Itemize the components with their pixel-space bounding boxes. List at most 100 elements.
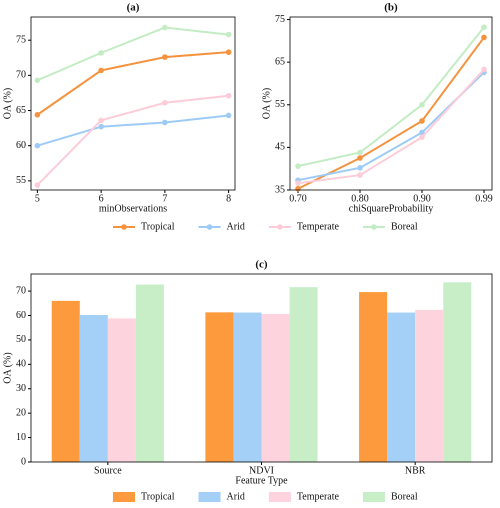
point	[162, 24, 168, 31]
point	[357, 172, 363, 178]
x-tick-label: 0.80	[351, 193, 369, 204]
y-tick-label: 55	[275, 99, 285, 110]
point	[98, 123, 104, 130]
series-line	[36, 26, 229, 82]
x-axis-label: chiSquareProbability	[349, 203, 433, 214]
point	[162, 119, 168, 126]
point	[34, 142, 41, 149]
point	[98, 50, 104, 56]
y-tick-label: 40	[16, 359, 26, 370]
y-axis-label: OA (%)	[261, 88, 272, 119]
y-tick-label: 75	[16, 35, 26, 46]
point	[357, 165, 363, 171]
y-tick-label: 20	[16, 407, 26, 418]
series-line	[297, 68, 485, 185]
y-tick-label: 45	[275, 142, 285, 153]
y-tick-label: 65	[275, 56, 285, 67]
x-tick-label: 7	[162, 193, 167, 204]
point	[481, 34, 487, 41]
legend-swatch	[362, 492, 385, 502]
legend-marker	[371, 224, 377, 230]
bar	[443, 282, 472, 462]
bar	[79, 315, 108, 462]
y-tick-label: 50	[16, 334, 26, 345]
point	[225, 112, 232, 119]
point	[162, 99, 168, 106]
legend-label: Tropical	[141, 221, 175, 232]
subplot-title: (c)	[255, 259, 268, 271]
legend-label: Temperate	[297, 221, 340, 232]
bar	[233, 312, 262, 462]
point	[225, 31, 232, 38]
point	[162, 54, 168, 60]
subplot-title: (a)	[127, 2, 140, 14]
y-tick-label: 10	[16, 432, 26, 443]
legend-swatch	[198, 492, 221, 502]
x-tick-label: NBR	[405, 465, 426, 476]
point	[34, 111, 41, 118]
legend-marker	[206, 224, 213, 230]
series-line	[36, 51, 229, 116]
point	[225, 49, 232, 55]
y-tick-label: 70	[16, 285, 26, 296]
y-tick-label: 0	[21, 456, 26, 467]
x-tick-label: 0.99	[475, 193, 493, 204]
y-tick-label: 35	[275, 184, 285, 195]
plot-frame	[30, 16, 236, 191]
bar	[205, 312, 234, 462]
y-tick-label: 75	[275, 14, 285, 25]
plot-frame	[30, 273, 493, 463]
bar	[135, 284, 164, 462]
legend-label: Tropical	[141, 491, 175, 502]
x-tick-label: 6	[99, 193, 104, 204]
point	[98, 67, 104, 74]
point	[357, 149, 363, 156]
x-tick-label: 0.70	[289, 193, 307, 204]
legend-label: Arid	[227, 491, 245, 502]
bar	[415, 309, 444, 462]
series-line	[297, 36, 485, 190]
bar	[387, 312, 416, 462]
legend-label: Arid	[227, 221, 245, 232]
point	[481, 24, 487, 31]
x-tick-label: 5	[35, 193, 40, 204]
y-axis-label: OA (%)	[2, 352, 13, 383]
series-line	[297, 71, 485, 182]
point	[419, 134, 425, 140]
bar	[359, 292, 388, 462]
bar	[51, 300, 80, 462]
x-tick-label: 0.90	[413, 193, 431, 204]
y-axis-label: OA (%)	[2, 88, 13, 119]
legend-label: Temperate	[297, 491, 340, 502]
point	[419, 129, 425, 136]
y-tick-label: 30	[16, 383, 26, 394]
bar	[107, 318, 136, 462]
y-tick-label: 60	[16, 140, 26, 151]
point	[295, 163, 301, 169]
y-tick-label: 65	[16, 105, 26, 116]
x-tick-label: Source	[94, 465, 122, 476]
y-tick-label: 55	[16, 175, 26, 186]
point	[98, 117, 104, 124]
series-line	[297, 26, 485, 168]
point	[295, 185, 301, 192]
subplot-title: (b)	[384, 2, 398, 14]
legend-swatch	[268, 492, 291, 502]
point	[225, 92, 232, 99]
y-tick-label: 70	[16, 70, 26, 81]
y-tick-label: 60	[16, 310, 26, 321]
point	[34, 77, 41, 84]
bar	[289, 287, 318, 462]
bar	[261, 314, 290, 462]
x-tick-label: NDVI	[249, 465, 274, 476]
x-axis-label: minObservations	[99, 203, 167, 214]
x-tick-label: 8	[226, 193, 231, 204]
point	[419, 101, 425, 108]
point	[295, 180, 301, 186]
plot-frame	[289, 16, 493, 191]
series-line	[36, 94, 229, 186]
x-axis-label: Feature Type	[235, 475, 288, 486]
legend-marker	[277, 224, 283, 230]
legend-label: Boreal	[391, 491, 418, 502]
